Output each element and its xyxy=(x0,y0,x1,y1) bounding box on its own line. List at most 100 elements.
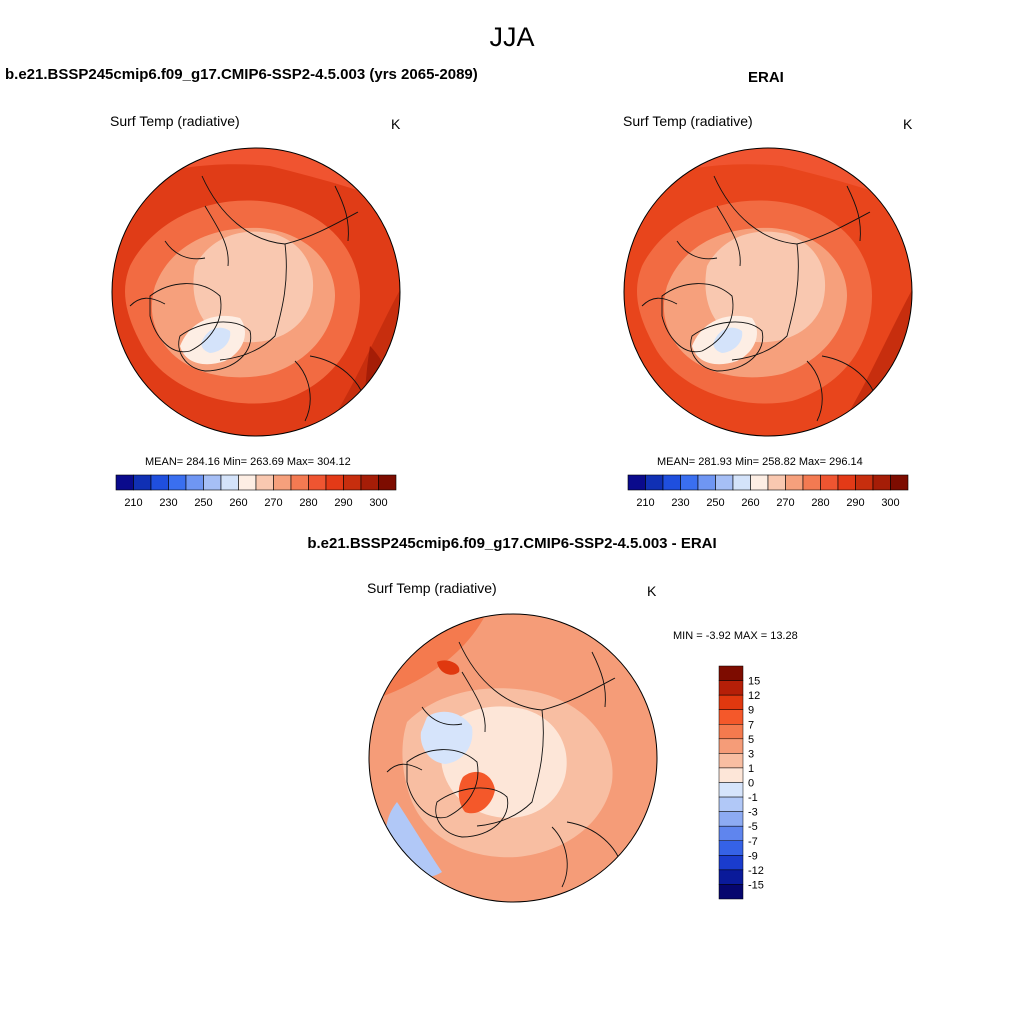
colorbar-tick-label: 270 xyxy=(264,497,282,509)
colorbar-tick-label: 15 xyxy=(748,676,760,688)
stats-diff: MIN = -3.92 MAX = 13.28 xyxy=(673,630,798,642)
colorbar-swatch xyxy=(290,474,309,491)
map-border xyxy=(368,613,658,903)
coastline-path xyxy=(219,243,287,361)
panel-title-obs: ERAI xyxy=(748,69,784,86)
colorbar-swatch xyxy=(872,474,891,491)
colorbar-swatch xyxy=(255,474,274,491)
colorbar-swatch xyxy=(718,811,744,827)
coastline-path xyxy=(661,283,734,353)
colorbar-swatch xyxy=(718,694,744,710)
coastline-path xyxy=(386,763,423,773)
colorbar-tick-label: 270 xyxy=(776,497,794,509)
colorbar-swatch xyxy=(718,869,744,885)
colorbar-tick-label: 3 xyxy=(748,748,754,760)
colorbar-tick-label: 250 xyxy=(706,497,724,509)
colorbar-swatch xyxy=(750,474,769,491)
polar-map-obs xyxy=(623,147,913,437)
field-contour xyxy=(201,327,231,353)
colorbar-swatch xyxy=(802,474,821,491)
colorbar-swatch xyxy=(325,474,344,491)
colorbar-tick-label: 5 xyxy=(748,734,754,746)
colorbar-tick-label: 280 xyxy=(299,497,317,509)
colorbar-swatch xyxy=(308,474,327,491)
colorbar-tick-label: -12 xyxy=(748,865,764,877)
colorbar-tick-label: 9 xyxy=(748,705,754,717)
colorbar-swatch xyxy=(150,474,169,491)
colorbar-swatch xyxy=(890,474,909,491)
colorbar-tick-label: 210 xyxy=(636,497,654,509)
colorbar-swatch xyxy=(718,884,744,900)
field-contour xyxy=(705,231,826,343)
colorbar-swatch xyxy=(697,474,716,491)
polar-map-model xyxy=(111,147,401,437)
colorbar-swatch xyxy=(718,738,744,754)
colorbar-tick-label: 230 xyxy=(671,497,689,509)
colorbar-swatch xyxy=(627,474,646,491)
colorbar-tick-label: -15 xyxy=(748,879,764,891)
stats-model: MEAN= 284.16 Min= 263.69 Max= 304.12 xyxy=(145,456,351,468)
coastline-path xyxy=(334,185,349,242)
colorbar-swatch xyxy=(715,474,734,491)
colorbar-swatch xyxy=(273,474,292,491)
colorbar-obs: 210 230 250 260 270 280 290 300 xyxy=(627,474,909,509)
colorbar-tick-label: 7 xyxy=(748,719,754,731)
field-contour xyxy=(713,327,743,353)
field-contour xyxy=(437,660,460,675)
colorbar-swatch xyxy=(718,782,744,798)
colorbar-swatch xyxy=(718,680,744,696)
units-label-obs: K xyxy=(903,116,913,132)
colorbar-swatch xyxy=(168,474,187,491)
coastline-path xyxy=(641,297,678,307)
colorbar-tick-label: -1 xyxy=(748,792,758,804)
colorbar-swatch xyxy=(133,474,152,491)
coastline-path xyxy=(713,175,871,245)
colorbar-tick-label: 12 xyxy=(748,690,760,702)
colorbar-model: 210 230 250 260 270 280 290 300 xyxy=(115,474,397,509)
coastline-path xyxy=(201,175,359,245)
colorbar-swatch xyxy=(343,474,362,491)
coastline-path xyxy=(458,641,616,711)
colorbar-swatch xyxy=(820,474,839,491)
coastline-path xyxy=(149,283,222,353)
panel-title-model: b.e21.BSSP245cmip6.f09_g17.CMIP6-SSP2-4.… xyxy=(5,66,478,83)
colorbar-tick-label: -5 xyxy=(748,821,758,833)
colorbar-swatch xyxy=(718,796,744,812)
colorbar-swatch xyxy=(785,474,804,491)
colorbar-swatch xyxy=(718,767,744,783)
coastline-path xyxy=(178,321,252,372)
coastline-path xyxy=(731,243,799,361)
coastline-path xyxy=(676,205,741,267)
colorbar-tick-label: 0 xyxy=(748,778,754,790)
colorbar-swatch xyxy=(718,724,744,740)
variable-label-obs: Surf Temp (radiative) xyxy=(623,113,753,129)
variable-label-diff: Surf Temp (radiative) xyxy=(367,580,497,596)
colorbar-tick-label: -3 xyxy=(748,807,758,819)
colorbar-swatch xyxy=(238,474,257,491)
colorbar-swatch xyxy=(718,825,744,841)
colorbar-tick-label: 290 xyxy=(846,497,864,509)
coastline-path xyxy=(476,709,544,827)
colorbar-tick-label: 300 xyxy=(881,497,899,509)
map-border xyxy=(623,147,913,437)
colorbar-tick-label: 250 xyxy=(194,497,212,509)
colorbar-swatch xyxy=(767,474,786,491)
colorbar-swatch xyxy=(732,474,751,491)
panel-title-diff: b.e21.BSSP245cmip6.f09_g17.CMIP6-SSP2-4.… xyxy=(307,535,717,552)
colorbar-tick-label: 280 xyxy=(811,497,829,509)
colorbar-swatch xyxy=(718,665,744,681)
colorbar-swatch xyxy=(203,474,222,491)
colorbar-tick-label: 230 xyxy=(159,497,177,509)
polar-map-diff xyxy=(368,613,658,903)
field-contour xyxy=(458,771,495,814)
colorbar-swatch xyxy=(718,840,744,856)
colorbar-tick-label: 300 xyxy=(369,497,387,509)
colorbar-swatch xyxy=(718,855,744,871)
coastline-path xyxy=(164,205,229,267)
colorbar-swatch xyxy=(718,709,744,725)
colorbar-tick-label: 260 xyxy=(741,497,759,509)
coastline-path xyxy=(421,671,486,733)
field-contour xyxy=(193,231,314,343)
colorbar-tick-label: -9 xyxy=(748,850,758,862)
colorbar-tick-label: -7 xyxy=(748,836,758,848)
